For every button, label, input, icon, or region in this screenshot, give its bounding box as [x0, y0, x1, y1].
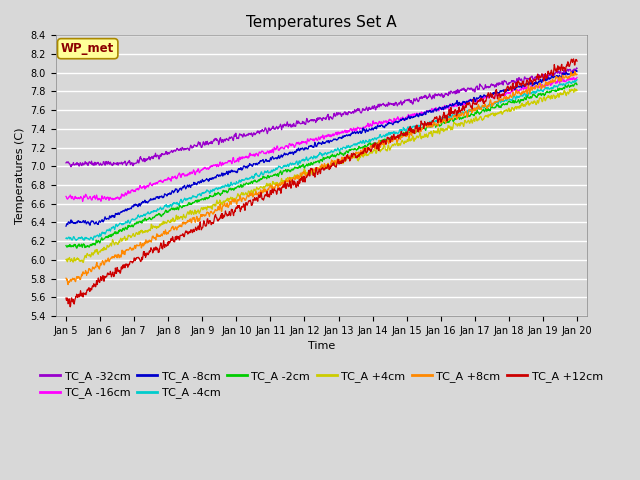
Y-axis label: Temperatures (C): Temperatures (C) [15, 128, 25, 224]
TC_A -32cm [67, 164, 75, 170]
TC_A -4cm [72, 238, 80, 243]
TC_A -2cm [62, 243, 70, 249]
TC_A -16cm [558, 74, 566, 80]
TC_A -16cm [468, 97, 476, 103]
TC_A -2cm [513, 99, 520, 105]
TC_A -16cm [62, 193, 70, 199]
TC_A +4cm [513, 106, 520, 112]
TC_A +4cm [573, 87, 581, 93]
TC_A -32cm [176, 147, 184, 153]
TC_A +4cm [571, 85, 579, 91]
TC_A -2cm [468, 111, 476, 117]
Line: TC_A -2cm: TC_A -2cm [66, 83, 577, 248]
TC_A -4cm [234, 180, 241, 186]
Line: TC_A +4cm: TC_A +4cm [66, 88, 577, 263]
TC_A -8cm [401, 117, 408, 123]
TC_A +4cm [164, 218, 172, 224]
TC_A +8cm [571, 69, 579, 74]
Line: TC_A +12cm: TC_A +12cm [66, 59, 577, 307]
Line: TC_A -8cm: TC_A -8cm [66, 71, 577, 226]
TC_A -8cm [62, 223, 70, 229]
Legend: TC_A -32cm, TC_A -16cm, TC_A -8cm, TC_A -4cm, TC_A -2cm, TC_A +4cm, TC_A +8cm, T: TC_A -32cm, TC_A -16cm, TC_A -8cm, TC_A … [36, 367, 607, 403]
TC_A -2cm [176, 203, 184, 208]
TC_A -4cm [513, 93, 520, 99]
TC_A +8cm [176, 223, 184, 228]
TC_A -2cm [572, 80, 580, 86]
TC_A +4cm [401, 140, 408, 145]
TC_A +12cm [234, 205, 241, 211]
TC_A -4cm [164, 204, 172, 209]
TC_A +12cm [570, 56, 577, 62]
TC_A -32cm [468, 85, 476, 91]
TC_A +4cm [176, 215, 184, 220]
TC_A +4cm [468, 117, 476, 123]
TC_A +8cm [64, 282, 72, 288]
TC_A -16cm [176, 171, 184, 177]
TC_A -2cm [73, 245, 81, 251]
TC_A -2cm [164, 208, 172, 214]
TC_A +8cm [573, 72, 581, 77]
TC_A -16cm [401, 116, 408, 121]
TC_A -8cm [467, 98, 475, 104]
TC_A -4cm [468, 107, 476, 112]
TC_A -4cm [62, 236, 70, 241]
TC_A +12cm [62, 295, 70, 301]
TC_A -2cm [573, 82, 581, 87]
Line: TC_A +8cm: TC_A +8cm [66, 72, 577, 285]
TC_A -8cm [163, 193, 171, 199]
TC_A -16cm [573, 74, 581, 80]
TC_A -8cm [233, 170, 241, 176]
TC_A -32cm [164, 151, 172, 157]
TC_A +4cm [79, 260, 87, 265]
Line: TC_A -16cm: TC_A -16cm [66, 77, 577, 202]
TC_A +12cm [67, 304, 74, 310]
TC_A +12cm [573, 58, 581, 64]
X-axis label: Time: Time [308, 341, 335, 351]
TC_A -16cm [164, 176, 172, 181]
TC_A +8cm [513, 89, 520, 95]
TC_A -16cm [79, 199, 86, 204]
TC_A -16cm [513, 88, 520, 94]
TC_A +12cm [468, 105, 476, 110]
TC_A +12cm [164, 240, 172, 246]
TC_A -32cm [62, 160, 70, 166]
TC_A +8cm [62, 276, 70, 281]
TC_A -4cm [573, 77, 581, 83]
TC_A -2cm [401, 132, 408, 138]
TC_A -32cm [234, 135, 241, 141]
TC_A -8cm [513, 85, 520, 91]
TC_A +8cm [468, 108, 476, 113]
Title: Temperatures Set A: Temperatures Set A [246, 15, 397, 30]
TC_A -32cm [573, 66, 581, 72]
TC_A -4cm [176, 198, 184, 204]
Line: TC_A -4cm: TC_A -4cm [66, 80, 577, 240]
Line: TC_A -32cm: TC_A -32cm [66, 68, 577, 167]
TC_A +12cm [401, 132, 408, 137]
TC_A +8cm [234, 199, 241, 205]
TC_A -2cm [234, 184, 241, 190]
Text: WP_met: WP_met [61, 42, 115, 55]
TC_A -8cm [573, 68, 580, 73]
TC_A -32cm [401, 97, 408, 103]
TC_A +12cm [513, 83, 520, 89]
TC_A +8cm [401, 132, 408, 137]
TC_A +8cm [164, 229, 172, 235]
TC_A -16cm [234, 157, 241, 163]
TC_A +4cm [62, 257, 70, 263]
TC_A -32cm [573, 65, 580, 71]
TC_A +4cm [234, 193, 241, 199]
TC_A -8cm [176, 186, 184, 192]
TC_A -32cm [513, 77, 520, 83]
TC_A +12cm [176, 233, 184, 239]
TC_A -4cm [401, 126, 408, 132]
TC_A -8cm [573, 68, 581, 74]
